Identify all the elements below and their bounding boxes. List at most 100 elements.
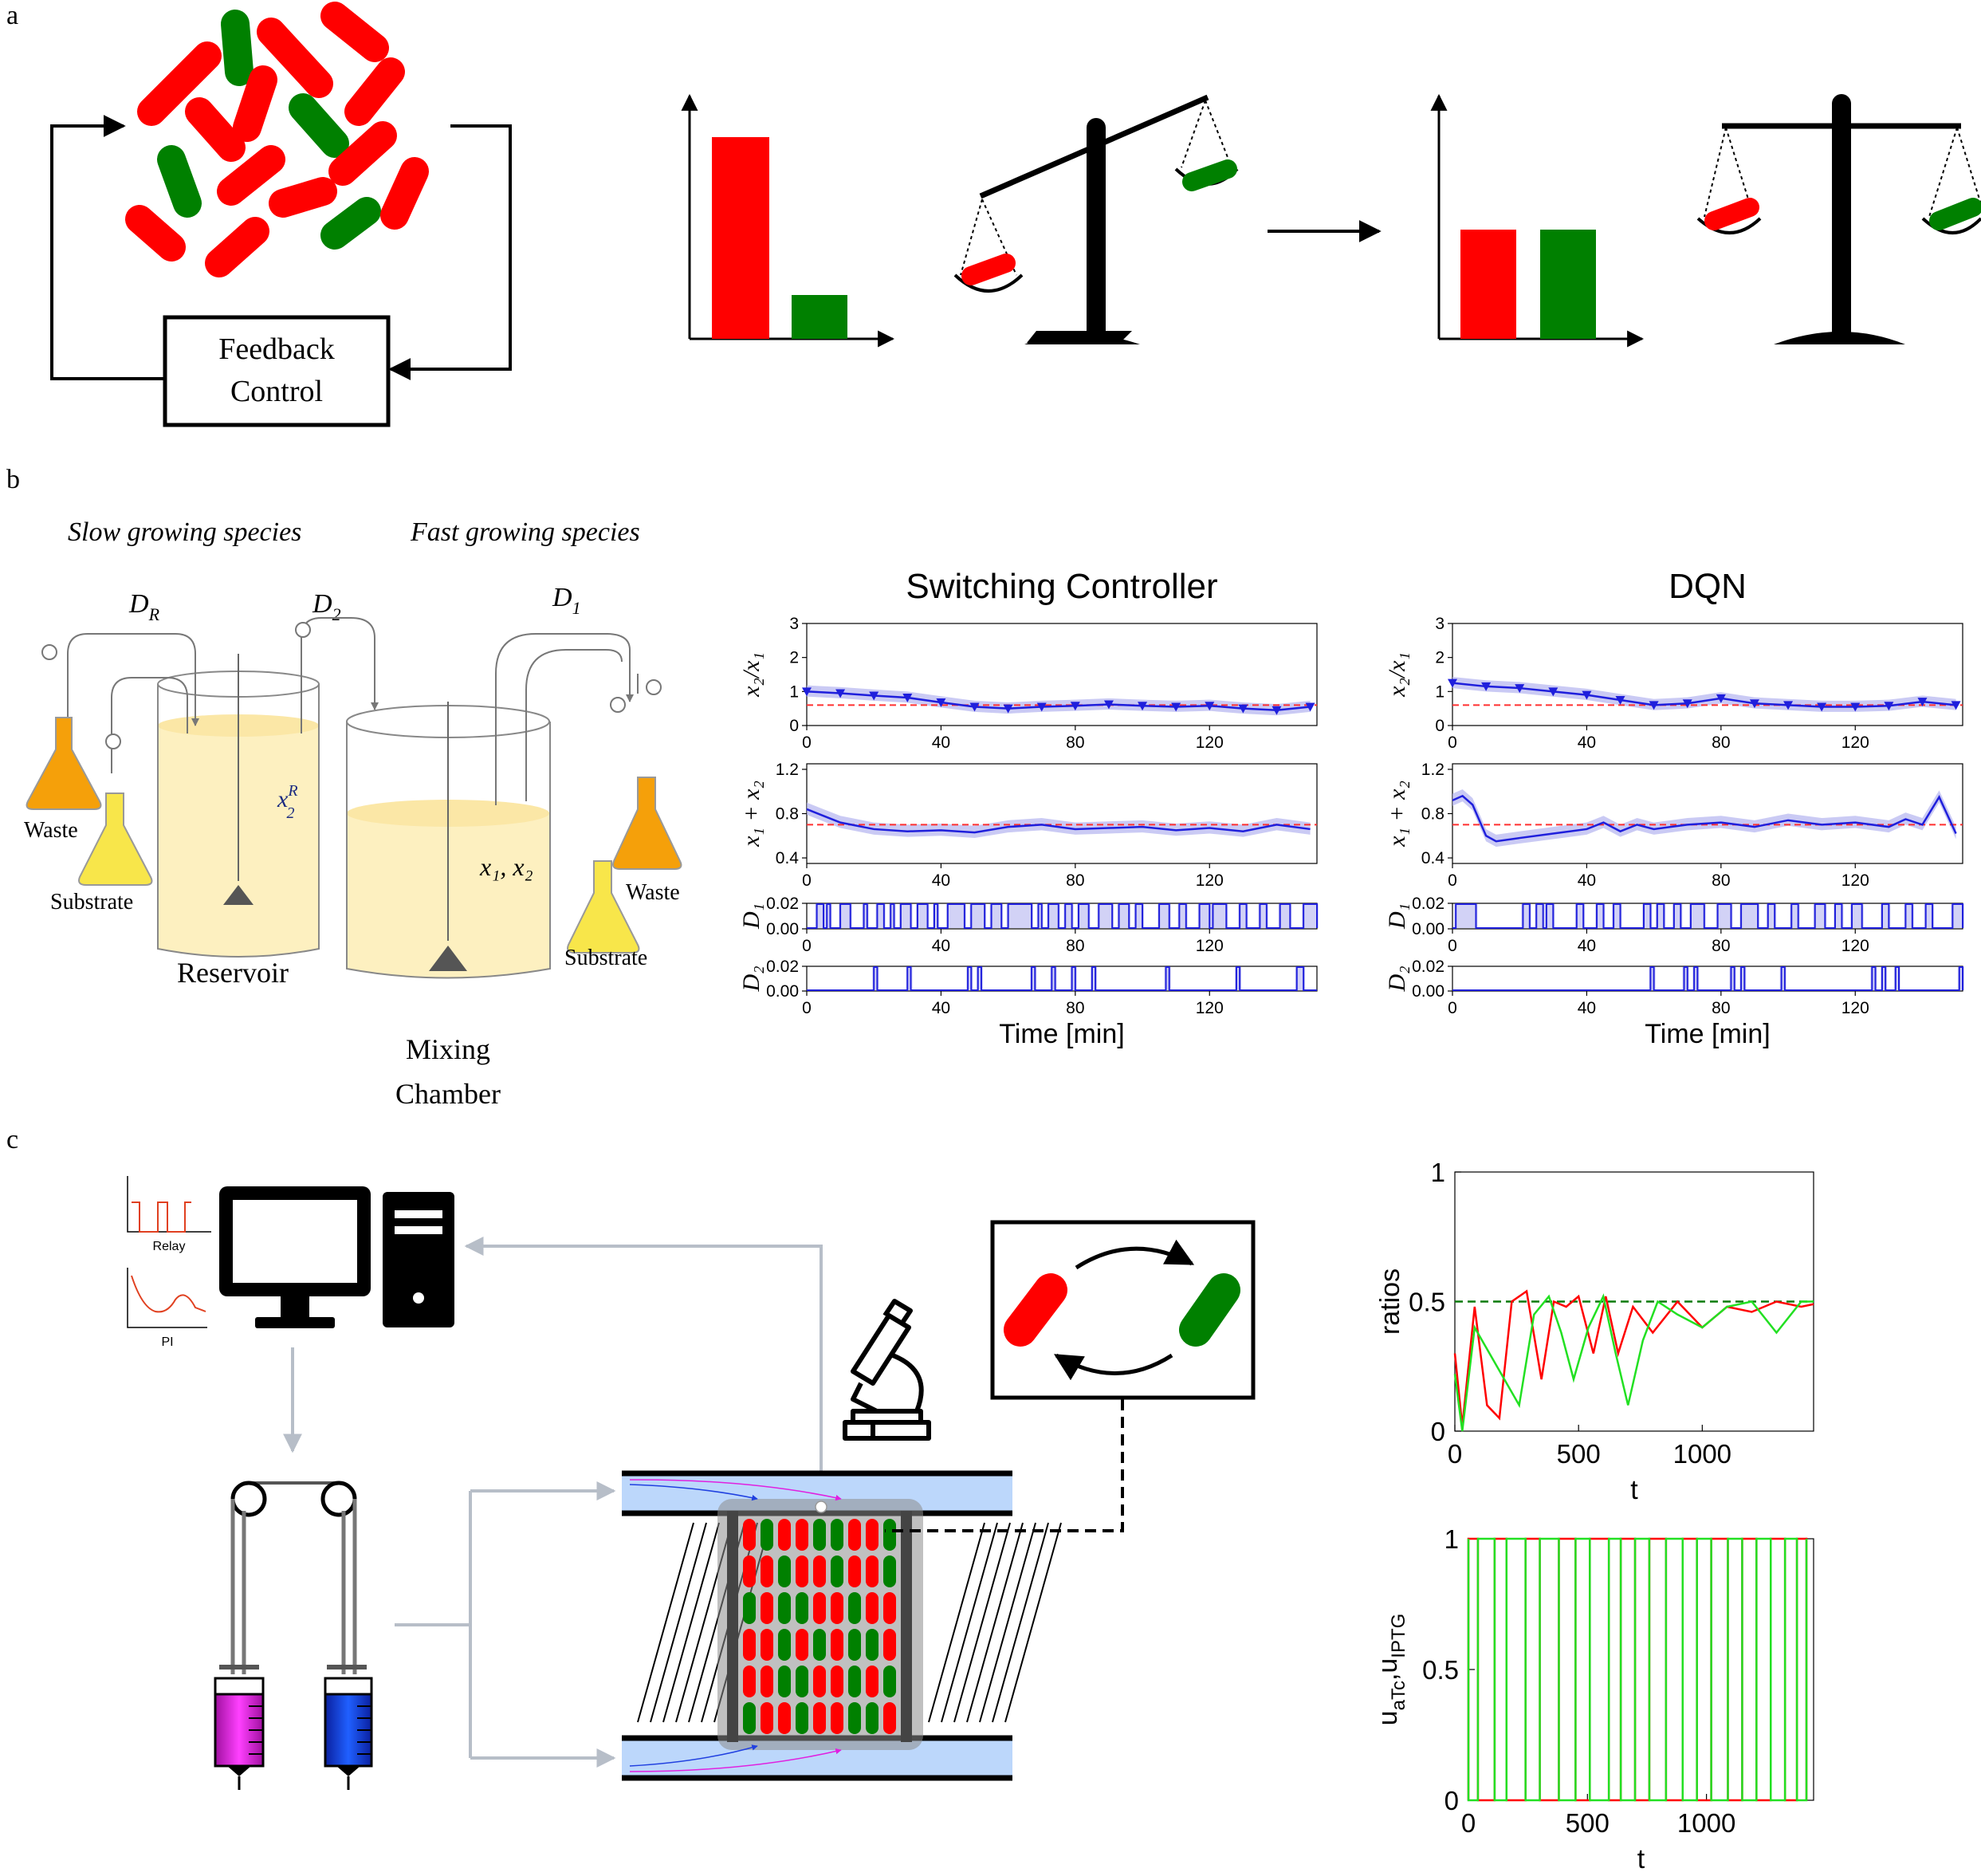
x-tick-label: 40 (1578, 937, 1596, 955)
green-cell (866, 1702, 878, 1734)
green-cell (761, 1519, 773, 1551)
x-tick-label: 500 (1566, 1808, 1610, 1838)
x-tick-label: 40 (1578, 999, 1596, 1017)
chart-inputs: 0 0.5 1 0 500 1000 t uaTc,uIPTG (1373, 1524, 1814, 1874)
input-band (1790, 904, 1800, 928)
chamber-label-line1: Mixing (406, 1033, 490, 1065)
red-cell (796, 1629, 808, 1661)
substrate-flask-right (567, 860, 640, 954)
input-band (1880, 904, 1891, 928)
input-band (1006, 904, 1034, 928)
red-cell (796, 1555, 808, 1587)
x-tick-label: 0 (802, 733, 812, 752)
feedback-label-line2: Control (230, 375, 323, 408)
x-tick-label: 0 (1448, 733, 1457, 752)
input-band (1030, 967, 1037, 990)
data-point (936, 698, 946, 707)
hatch-line (979, 1522, 1036, 1723)
y-tick-label: 0 (1431, 1417, 1445, 1446)
tower-icon (383, 1192, 454, 1327)
relay-label: Relay (153, 1240, 186, 1253)
y-axis-label: x₁ + x₂ (1384, 781, 1410, 848)
green-cell (848, 1592, 861, 1624)
input-band (1063, 904, 1074, 928)
substrate-flask-left (78, 792, 153, 886)
red-cell (761, 1629, 773, 1661)
x-tick-label: 80 (1066, 999, 1084, 1017)
bar-chart-before (681, 93, 895, 348)
red-cell (233, 65, 277, 142)
red-cell (883, 1592, 896, 1624)
red-cell (1004, 1273, 1067, 1347)
input-band (1047, 904, 1060, 928)
waste-flask-right (612, 777, 682, 870)
green-cell (848, 1666, 861, 1697)
scale-balanced (1696, 94, 1981, 344)
subplot-frame (1452, 623, 1963, 726)
hatch-line (992, 1522, 1049, 1723)
x-tick-label: 40 (932, 871, 950, 890)
input-band (1574, 904, 1586, 928)
green-cell (883, 1555, 896, 1587)
input-band (1036, 904, 1044, 928)
data-point (802, 687, 812, 697)
x-tick-label: 40 (932, 733, 950, 752)
red-cell (743, 1666, 756, 1697)
input-band (1688, 904, 1706, 928)
green-series (1453, 1293, 1814, 1432)
input-band (1544, 904, 1555, 928)
confidence-band (807, 802, 1311, 839)
red-cell (831, 1592, 843, 1624)
data-point (1070, 702, 1080, 711)
input-band (945, 904, 966, 928)
loop-arrow-left (50, 115, 165, 380)
data-point (1548, 687, 1558, 697)
green-cell (796, 1592, 808, 1624)
input-band (839, 904, 852, 928)
data-point (902, 694, 913, 703)
input-signal (1452, 903, 1963, 929)
hatch-line (650, 1522, 707, 1723)
green-cell (743, 1702, 756, 1734)
y-tick-label: 1 (1444, 1524, 1459, 1554)
green-cell (813, 1629, 826, 1661)
green-cell (848, 1702, 861, 1734)
y-axis-label: D₁ (738, 903, 764, 930)
x-tick-label: 80 (1066, 871, 1084, 890)
panel-c: c Relay PI (6, 1125, 1814, 1874)
pump-dr-label: DR (128, 589, 160, 624)
green-cell (883, 1666, 896, 1697)
input-band (969, 904, 987, 928)
y-tick-label: 0.00 (1412, 920, 1444, 938)
bacteria-cluster (125, 2, 429, 277)
green-bar (792, 295, 847, 339)
x-tick-label: 40 (932, 999, 950, 1017)
hatch-line (637, 1522, 694, 1723)
input-band (1258, 904, 1268, 928)
green-cell (778, 1555, 791, 1587)
input-band (966, 967, 973, 990)
red-cell (761, 1555, 773, 1587)
red-cell (743, 1555, 756, 1587)
y-tick-label: 0 (1435, 717, 1444, 735)
green-cell (866, 1629, 878, 1661)
input-band (1134, 904, 1145, 928)
input-signal (807, 966, 1317, 991)
red-cell (831, 1629, 843, 1661)
red-cell (185, 97, 246, 162)
green-cell (848, 1629, 861, 1661)
red-cell (866, 1519, 878, 1551)
green-bar (1540, 230, 1596, 339)
data-point (1481, 682, 1492, 691)
input-band (906, 967, 913, 990)
data-point (1138, 702, 1148, 711)
red-cell (137, 41, 222, 126)
reservoir-variable: xR 2 (277, 782, 298, 822)
subplot-frame (1452, 763, 1963, 864)
data-point (1783, 701, 1794, 710)
chart-ratios: 0 0.5 1 0 500 1000 t ratios (1375, 1158, 1814, 1505)
x-tick-label: 120 (1196, 871, 1224, 890)
green-cell (813, 1519, 826, 1551)
x-axis-label: t (1637, 1844, 1645, 1874)
